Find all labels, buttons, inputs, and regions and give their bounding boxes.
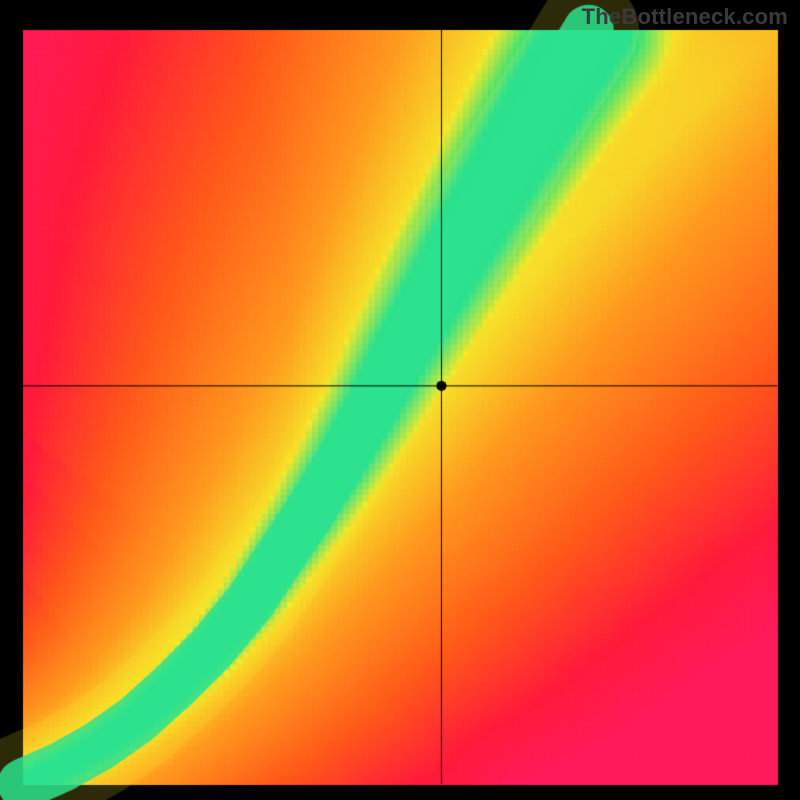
chart-root: TheBottleneck.com <box>0 0 800 800</box>
heatmap-canvas <box>0 0 800 800</box>
watermark-text: TheBottleneck.com <box>582 4 788 30</box>
